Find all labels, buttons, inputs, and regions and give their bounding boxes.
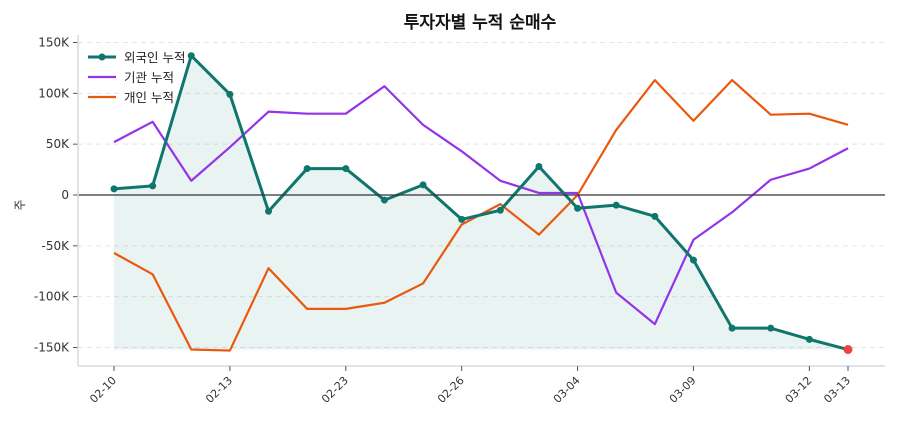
data-point bbox=[149, 182, 157, 190]
data-point bbox=[767, 324, 775, 332]
data-point bbox=[689, 256, 697, 264]
x-tick-label: 02-23 bbox=[319, 374, 351, 406]
data-point bbox=[380, 196, 388, 204]
data-point bbox=[458, 215, 466, 223]
y-tick-label: -50K bbox=[42, 239, 71, 253]
y-tick-label: 50K bbox=[46, 137, 70, 151]
x-tick-label: 03-09 bbox=[667, 374, 699, 406]
data-point bbox=[612, 201, 620, 209]
x-tick-label: 03-04 bbox=[551, 374, 583, 406]
legend-label: 외국인 누적 bbox=[124, 50, 185, 65]
series-line-0 bbox=[113, 54, 849, 351]
y-tick-label: 150K bbox=[38, 36, 70, 50]
last-point-marker bbox=[843, 345, 853, 355]
data-point bbox=[110, 185, 118, 193]
x-tick-label: 02-13 bbox=[203, 374, 235, 406]
x-tick-label: 02-10 bbox=[87, 374, 119, 406]
y-axis-label: 주 bbox=[13, 199, 27, 210]
data-point bbox=[651, 212, 659, 220]
x-tick-label: 03-13 bbox=[821, 374, 853, 406]
legend-marker bbox=[98, 53, 106, 61]
data-point bbox=[303, 165, 311, 173]
data-point bbox=[496, 206, 504, 214]
data-point bbox=[535, 163, 543, 171]
foreign-area-fill bbox=[114, 55, 848, 350]
y-tick-label: -100K bbox=[34, 290, 70, 304]
data-point bbox=[265, 207, 273, 215]
y-tick-label: 100K bbox=[38, 86, 70, 100]
y-tick-label: 0 bbox=[61, 188, 69, 202]
chart-title: 투자자별 누적 순매수 bbox=[404, 13, 557, 33]
data-point bbox=[187, 52, 195, 60]
y-tick-label: -150K bbox=[34, 341, 70, 355]
data-point bbox=[342, 165, 350, 173]
data-point bbox=[419, 181, 427, 189]
legend-label: 개인 누적 bbox=[124, 90, 174, 105]
data-point bbox=[574, 204, 582, 212]
x-tick-label: 02-26 bbox=[435, 374, 467, 406]
data-point bbox=[226, 90, 234, 98]
data-point bbox=[805, 335, 813, 343]
legend-label: 기관 누적 bbox=[124, 70, 174, 85]
series-line-1 bbox=[113, 85, 849, 326]
x-tick-label: 03-12 bbox=[783, 374, 815, 406]
data-point bbox=[728, 324, 736, 332]
